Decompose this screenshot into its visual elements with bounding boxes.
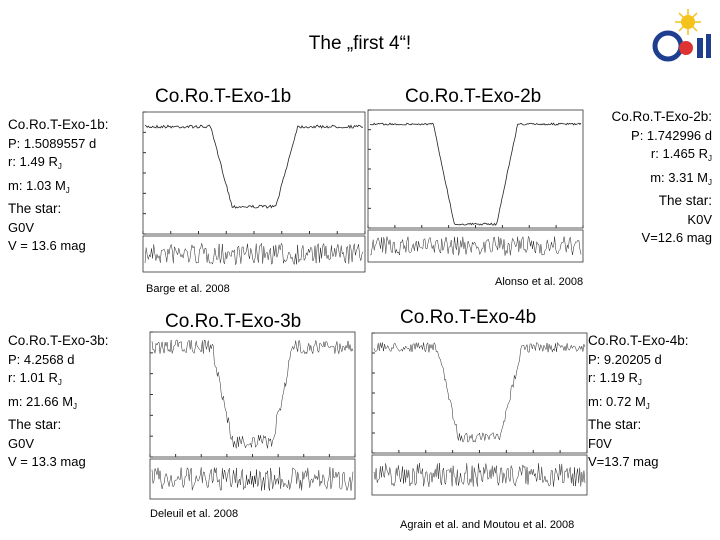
light-curve xyxy=(144,124,364,209)
param-text: r: 1.49 R xyxy=(8,154,58,169)
residual-frame xyxy=(142,235,366,273)
param-line: m: 3.31 MJ xyxy=(611,169,712,193)
planet-params: Co.Ro.T-Exo-3b: P: 4.2568 d r: 1.01 RJ m: 2… xyxy=(8,332,109,472)
param-text: The star: xyxy=(8,201,62,216)
param-text: F0V xyxy=(588,435,612,451)
param-text: K0V xyxy=(687,211,712,227)
param-line: Co.Ro.T-Exo-1b: xyxy=(8,116,109,135)
param-text: V = 13.6 mag xyxy=(8,238,86,253)
unit-subscript: J xyxy=(708,177,712,187)
param-text: Co.Ro.T-Exo-2b: xyxy=(611,109,712,124)
param-text: The star: xyxy=(588,417,642,432)
param-line: The star: xyxy=(588,416,689,435)
param-text: V = 13.3 mag xyxy=(8,454,86,469)
param-text: G0V xyxy=(8,435,35,451)
light-curve xyxy=(369,122,582,226)
planet-title: Co.Ro.T-Exo-3b xyxy=(165,311,302,332)
param-text: Co.Ro.T-Exo-3b: xyxy=(8,333,109,348)
param-line: V=12.6 mag xyxy=(611,229,712,248)
param-line: Co.Ro.T-Exo-3b: xyxy=(8,332,109,351)
residual-frame xyxy=(371,454,588,496)
unit-subscript: J xyxy=(645,401,650,411)
param-line: m: 21.66 MJ xyxy=(8,393,109,417)
planet-params: Co.Ro.T-Exo-1b: P: 1.5089557 d r: 1.49 RJ m… xyxy=(8,116,109,256)
planet-title: Co.Ro.T-Exo-1b xyxy=(155,86,292,107)
planet-params: Co.Ro.T-Exo-4b: P: 9.20205 d r: 1.19 RJ m: … xyxy=(588,332,689,472)
param-text: m: 1.03 M xyxy=(8,177,66,193)
param-line: V = 13.6 mag xyxy=(8,237,109,256)
unit-subscript: J xyxy=(708,154,712,163)
param-line: P: 1.742996 d xyxy=(611,127,712,146)
light-curve xyxy=(151,339,354,449)
param-line: r: 1.465 RJ xyxy=(611,145,712,169)
param-text: V=13.7 mag xyxy=(588,454,659,469)
unit-subscript: J xyxy=(57,162,62,171)
citation: Barge et al. 2008 xyxy=(146,283,230,295)
light-curve xyxy=(373,341,586,443)
slide-title: The „first 4“! xyxy=(308,33,412,54)
residual-frame xyxy=(149,458,356,500)
param-line: G0V xyxy=(8,435,109,454)
param-text: P: 9.20205 d xyxy=(588,351,662,367)
unit-subscript: J xyxy=(57,378,62,387)
unit-subscript: J xyxy=(637,378,642,387)
param-line: V = 13.3 mag xyxy=(8,453,109,472)
param-line: Co.Ro.T-Exo-2b: xyxy=(611,108,712,127)
param-line: K0V xyxy=(611,211,712,230)
param-line: m: 1.03 MJ xyxy=(8,177,109,201)
param-line: r: 1.01 RJ xyxy=(8,369,109,393)
param-text: r: 1.19 R xyxy=(588,370,638,385)
param-line: P: 9.20205 d xyxy=(588,351,689,370)
param-text: r: 1.465 R xyxy=(650,146,708,161)
residuals xyxy=(373,462,586,487)
param-text: G0V xyxy=(8,219,35,235)
residuals xyxy=(144,242,364,266)
plot-frame xyxy=(142,111,366,235)
param-line: m: 0.72 MJ xyxy=(588,393,689,417)
param-text: m: 0.72 M xyxy=(588,393,646,409)
param-text: P: 1.5089557 d xyxy=(8,135,97,151)
param-text: Co.Ro.T-Exo-1b: xyxy=(8,117,109,132)
param-text: r: 1.01 R xyxy=(8,370,58,385)
citation: Deleuil et al. 2008 xyxy=(150,508,239,520)
param-text: m: 3.31 M xyxy=(650,169,708,185)
logo xyxy=(652,9,711,62)
param-line: F0V xyxy=(588,435,689,454)
plot-frame xyxy=(367,109,584,229)
param-text: The star: xyxy=(8,417,62,432)
residual-frame xyxy=(367,229,584,263)
param-text: P: 4.2568 d xyxy=(8,351,75,367)
citation: Agrain et al. and Moutou et al. 2008 xyxy=(400,519,575,531)
citation: Alonso et al. 2008 xyxy=(495,276,584,288)
planet-title: Co.Ro.T-Exo-4b xyxy=(400,307,537,328)
planet-params: Co.Ro.T-Exo-2b: P: 1.742996 d r: 1.465 RJ m… xyxy=(611,108,712,248)
param-line: The star: xyxy=(611,192,712,211)
param-line: P: 4.2568 d xyxy=(8,351,109,370)
residuals xyxy=(370,235,582,256)
param-line: P: 1.5089557 d xyxy=(8,135,109,154)
param-line: V=13.7 mag xyxy=(588,453,689,472)
param-line: The star: xyxy=(8,200,109,219)
param-line: r: 1.19 RJ xyxy=(588,369,689,393)
plot-frame xyxy=(371,332,588,454)
param-text: V=12.6 mag xyxy=(641,230,712,245)
param-text: Co.Ro.T-Exo-4b: xyxy=(588,333,689,348)
planet-title: Co.Ro.T-Exo-2b xyxy=(405,86,542,107)
param-line: The star: xyxy=(8,416,109,435)
param-text: P: 1.742996 d xyxy=(631,127,712,143)
param-line: Co.Ro.T-Exo-4b: xyxy=(588,332,689,351)
residuals xyxy=(151,466,354,492)
param-text: The star: xyxy=(658,193,712,208)
unit-subscript: J xyxy=(73,401,78,411)
unit-subscript: J xyxy=(65,185,70,195)
param-line: r: 1.49 RJ xyxy=(8,153,109,177)
param-text: m: 21.66 M xyxy=(8,393,74,409)
param-line: G0V xyxy=(8,219,109,238)
